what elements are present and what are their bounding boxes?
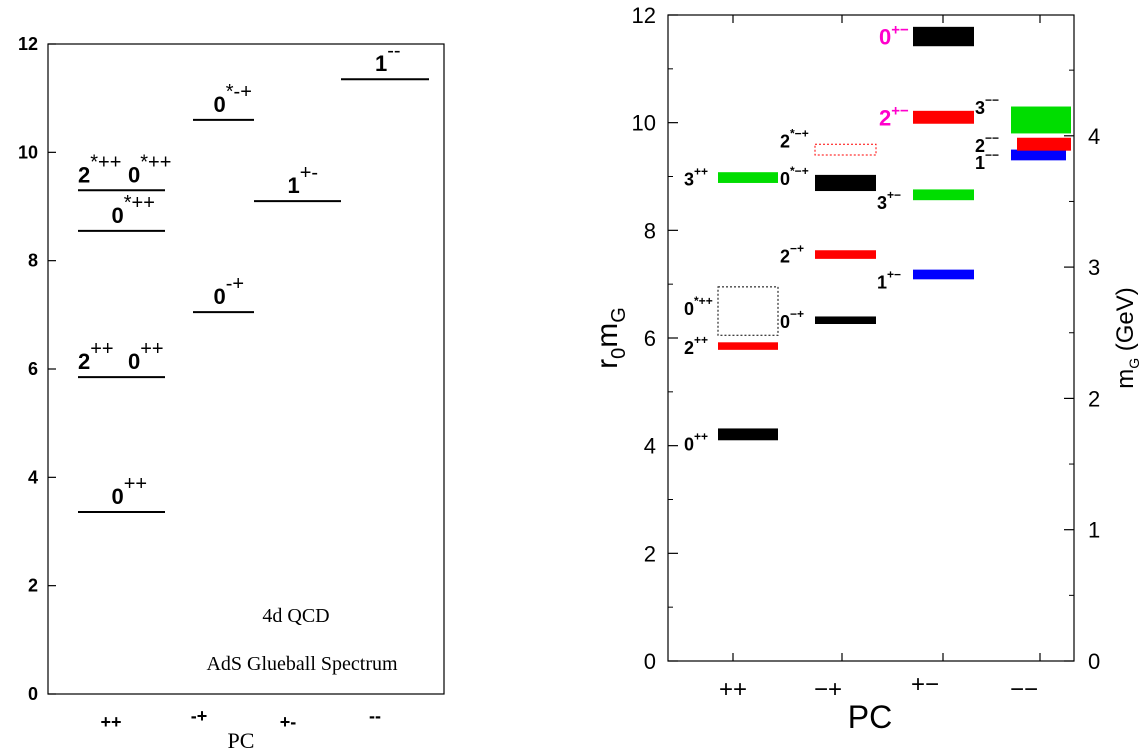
left-level-label: 0*-+ bbox=[214, 81, 252, 117]
right-state-label: 3−− bbox=[975, 93, 999, 118]
right-state-box bbox=[913, 110, 974, 124]
right-y2-axis-title: mG (GeV) bbox=[1112, 287, 1142, 389]
left-y-tick-label: 0 bbox=[28, 684, 38, 704]
right-state-box bbox=[814, 143, 877, 156]
right-state-box bbox=[815, 316, 876, 325]
left-level-label: 0*++ bbox=[112, 192, 155, 228]
right-state-box bbox=[1011, 106, 1071, 134]
left-levels: 0++2++ 0++0*++2*++ 0*++0-+0*-+1+-1-- bbox=[78, 40, 429, 513]
left-x-tick-label: -- bbox=[369, 706, 381, 726]
right-state-box bbox=[913, 26, 974, 47]
right-state-box bbox=[1017, 137, 1071, 151]
right-state-box bbox=[717, 286, 779, 336]
right-y-tick-label: 12 bbox=[632, 3, 656, 28]
right-y-tick-label: 8 bbox=[644, 218, 656, 243]
right-state-label: 2−− bbox=[975, 131, 999, 156]
left-y-tick-label: 8 bbox=[28, 251, 38, 271]
left-level-label: 1-- bbox=[375, 40, 401, 76]
left-y-tick-label: 4 bbox=[28, 467, 38, 487]
right-state-box bbox=[718, 342, 778, 350]
right-state-box bbox=[815, 174, 876, 192]
left-level-label: 0-+ bbox=[214, 273, 245, 309]
right-state-label: 0++ bbox=[684, 429, 708, 454]
right-state-label: 3+− bbox=[877, 188, 901, 213]
right-y2-tick-label: 3 bbox=[1088, 255, 1100, 280]
left-level-label: 1+- bbox=[288, 162, 319, 198]
right-y-axis-title: r0mG bbox=[591, 307, 630, 369]
left-level-label: 2*++ bbox=[78, 151, 121, 187]
right-x-axis: ++ −+ +− −− bbox=[719, 15, 1041, 703]
right-y-axis-left: 0 2 4 6 8 10 12 bbox=[632, 3, 678, 674]
right-y2-tick-label: 1 bbox=[1088, 518, 1100, 543]
right-state-label: 2−+ bbox=[780, 242, 804, 267]
right-state-label: 1+− bbox=[877, 267, 901, 292]
left-annotation-line2: AdS Glueball Spectrum bbox=[206, 653, 398, 675]
right-y2-tick-label: 0 bbox=[1088, 649, 1100, 674]
right-state-label: 1−− bbox=[975, 148, 999, 173]
left-y-tick-label: 10 bbox=[18, 142, 38, 162]
left-x-tick-label: +- bbox=[280, 712, 297, 732]
right-x-tick-label: +− bbox=[911, 671, 939, 698]
left-y-tick-label: 6 bbox=[28, 359, 38, 379]
right-state-box bbox=[718, 172, 778, 183]
right-state-label: 0−+ bbox=[780, 307, 804, 332]
right-state-box bbox=[913, 269, 974, 280]
right-y-tick-label: 10 bbox=[632, 111, 656, 136]
right-state-box bbox=[913, 189, 974, 201]
left-level-label: 0++ bbox=[128, 338, 164, 374]
right-y2-tick-label: 4 bbox=[1088, 124, 1100, 149]
right-x-tick-label: −− bbox=[1010, 676, 1038, 703]
right-state-label: 0+− bbox=[879, 22, 909, 50]
right-state-box bbox=[1011, 149, 1066, 161]
left-x-tick-label: -+ bbox=[191, 706, 208, 726]
left-x-axis-title: PC bbox=[228, 728, 255, 753]
right-state-label: 2*−+ bbox=[780, 127, 809, 152]
right-state-label: 2++ bbox=[684, 333, 708, 358]
right-state-box bbox=[718, 428, 778, 441]
right-state-label: 0*−+ bbox=[780, 164, 809, 189]
left-x-axis: ++ -+ +- -- bbox=[100, 706, 381, 732]
right-y-tick-label: 6 bbox=[644, 326, 656, 351]
right-y-tick-label: 2 bbox=[644, 541, 656, 566]
right-x-axis-title: PC bbox=[848, 699, 892, 735]
left-annotation-line1: 4d QCD bbox=[262, 605, 329, 627]
right-y-axis-right: 0 1 2 3 4 bbox=[1064, 69, 1100, 674]
left-x-tick-label: ++ bbox=[100, 712, 121, 732]
left-y-axis: 0 2 4 6 8 10 12 bbox=[18, 34, 56, 704]
left-level-label: 0++ bbox=[112, 473, 148, 509]
right-state-label: 3++ bbox=[684, 165, 708, 190]
left-level-label: 0*++ bbox=[128, 151, 171, 187]
right-state-label: 2+− bbox=[879, 102, 909, 130]
right-x-tick-label: ++ bbox=[719, 676, 747, 703]
right-y2-tick-label: 2 bbox=[1088, 386, 1100, 411]
right-state-box bbox=[815, 250, 876, 259]
left-level-label: 2++ bbox=[78, 338, 114, 374]
right-y-tick-label: 0 bbox=[644, 649, 656, 674]
right-states: 0++ 2++ 0*++ 3++ 0−+ 2−+ 0*−+ 2*−+ 1+− 3+− 2+− 0+− 1… bbox=[684, 22, 1071, 454]
left-plot-frame bbox=[47, 43, 445, 695]
right-y-tick-label: 4 bbox=[644, 434, 656, 459]
left-y-tick-label: 12 bbox=[18, 34, 38, 54]
right-x-tick-label: −+ bbox=[814, 676, 842, 703]
right-state-label: 0*++ bbox=[684, 294, 713, 319]
left-y-tick-label: 2 bbox=[28, 576, 38, 596]
